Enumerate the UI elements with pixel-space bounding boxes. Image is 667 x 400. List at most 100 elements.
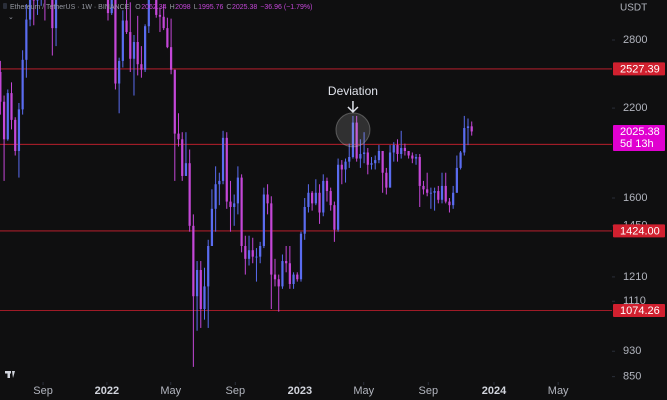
candle-body bbox=[144, 26, 147, 70]
candle-body bbox=[225, 137, 228, 202]
candle-body bbox=[21, 59, 24, 110]
candle-body bbox=[195, 269, 199, 297]
candle-body bbox=[277, 279, 280, 287]
y-tick-label: 930 bbox=[623, 345, 641, 357]
candle-body bbox=[218, 180, 221, 185]
candle-body bbox=[25, 19, 28, 60]
candle-body bbox=[407, 150, 410, 156]
countdown-label: 5d 13h bbox=[620, 138, 654, 150]
candle-body bbox=[329, 191, 332, 206]
logo-part bbox=[12, 371, 15, 378]
candle-body bbox=[444, 185, 447, 202]
y-tick-label: 850 bbox=[623, 371, 641, 383]
candle-body bbox=[388, 152, 392, 188]
candle-body bbox=[125, 20, 128, 33]
candle-body bbox=[129, 32, 132, 59]
candle-body bbox=[229, 201, 232, 207]
candle-body bbox=[6, 93, 9, 140]
candle-body bbox=[403, 148, 407, 151]
candle-body bbox=[411, 155, 414, 159]
candle-body bbox=[166, 28, 169, 48]
candle-body bbox=[299, 233, 303, 280]
candle-body bbox=[155, 0, 158, 15]
candle-body bbox=[54, 0, 58, 29]
overlay: Ethereum / TetherUS · 1W · BINANCE ⌄ USD… bbox=[3, 3, 665, 397]
candle-body bbox=[2, 101, 6, 140]
candle-body bbox=[452, 192, 455, 206]
y-tick-label: 1600 bbox=[623, 192, 647, 204]
candle-body bbox=[292, 274, 295, 285]
ohlc-value: 2062.34 bbox=[141, 4, 166, 11]
candle-body bbox=[366, 152, 369, 165]
candle-body bbox=[114, 0, 117, 84]
tradingview-logo bbox=[5, 371, 15, 378]
last-price-bg bbox=[613, 124, 665, 151]
candle-body bbox=[192, 225, 195, 297]
level-label: 1074.26 bbox=[620, 305, 660, 317]
annotation-label: Deviation bbox=[328, 84, 378, 98]
candle-body bbox=[236, 177, 240, 204]
ohlc-letter: C bbox=[226, 4, 231, 11]
candle-body bbox=[307, 192, 310, 207]
ohlc-letter: O bbox=[135, 4, 141, 11]
candle-body bbox=[110, 0, 113, 14]
candle-body bbox=[336, 164, 340, 230]
y-tick-label: 1210 bbox=[623, 271, 647, 283]
chart-header: Ethereum / TetherUS · 1W · BINANCE bbox=[10, 4, 130, 11]
candle-body bbox=[281, 261, 284, 287]
candle-body bbox=[459, 152, 462, 168]
candle-body bbox=[314, 192, 317, 204]
candle-body bbox=[140, 64, 143, 70]
ohlc-letter: L bbox=[194, 4, 198, 11]
candle-body bbox=[51, 0, 54, 29]
ohlc-value: 2025.38 bbox=[232, 4, 257, 11]
candle-body bbox=[392, 145, 395, 153]
candle-body bbox=[214, 184, 217, 209]
candle-body bbox=[259, 245, 262, 257]
candle-body bbox=[311, 192, 314, 204]
candle-body bbox=[210, 208, 214, 246]
x-tick-label: Sep bbox=[418, 385, 438, 397]
candle-body bbox=[169, 47, 173, 70]
x-tick-label: Sep bbox=[33, 385, 53, 397]
candle-body bbox=[433, 191, 436, 193]
x-tick-label: 2024 bbox=[482, 385, 507, 397]
candle-body bbox=[448, 201, 451, 206]
candle-body bbox=[184, 163, 188, 176]
candle-body bbox=[221, 137, 225, 181]
candle-body bbox=[181, 139, 184, 176]
candle-body bbox=[362, 152, 366, 154]
candle-body bbox=[348, 157, 351, 162]
candle-body bbox=[10, 93, 13, 120]
logo-part bbox=[7, 371, 10, 378]
candle-body bbox=[303, 206, 306, 234]
candle-body bbox=[400, 148, 403, 154]
candle-body bbox=[333, 205, 336, 230]
candle-body bbox=[340, 164, 343, 170]
candle-body bbox=[199, 269, 202, 310]
candle-body bbox=[344, 161, 347, 170]
ohlc-value: 2098 bbox=[175, 4, 191, 11]
candle-body bbox=[106, 0, 110, 14]
x-tick-label: May bbox=[160, 385, 181, 397]
candle-body bbox=[203, 286, 206, 310]
candle-body bbox=[32, 0, 35, 1]
ohlc-letter: H bbox=[170, 4, 175, 11]
candle-body bbox=[247, 250, 251, 259]
ohlc-value: 1995.76 bbox=[198, 4, 223, 11]
candle-body bbox=[132, 42, 136, 59]
candle-body bbox=[262, 194, 265, 246]
candle-body bbox=[318, 192, 321, 213]
candle-body bbox=[244, 245, 247, 259]
candle-body bbox=[351, 122, 355, 158]
candle-body bbox=[240, 177, 243, 246]
candle-body bbox=[325, 180, 329, 192]
candle-body bbox=[370, 163, 373, 165]
candle-body bbox=[359, 153, 362, 159]
y-tick-label: 2800 bbox=[623, 34, 647, 46]
candle-body bbox=[14, 119, 17, 151]
candle-body bbox=[455, 167, 458, 193]
candle-body bbox=[385, 172, 388, 188]
ohlc-change: −36.96 (−1.79%) bbox=[260, 4, 312, 11]
